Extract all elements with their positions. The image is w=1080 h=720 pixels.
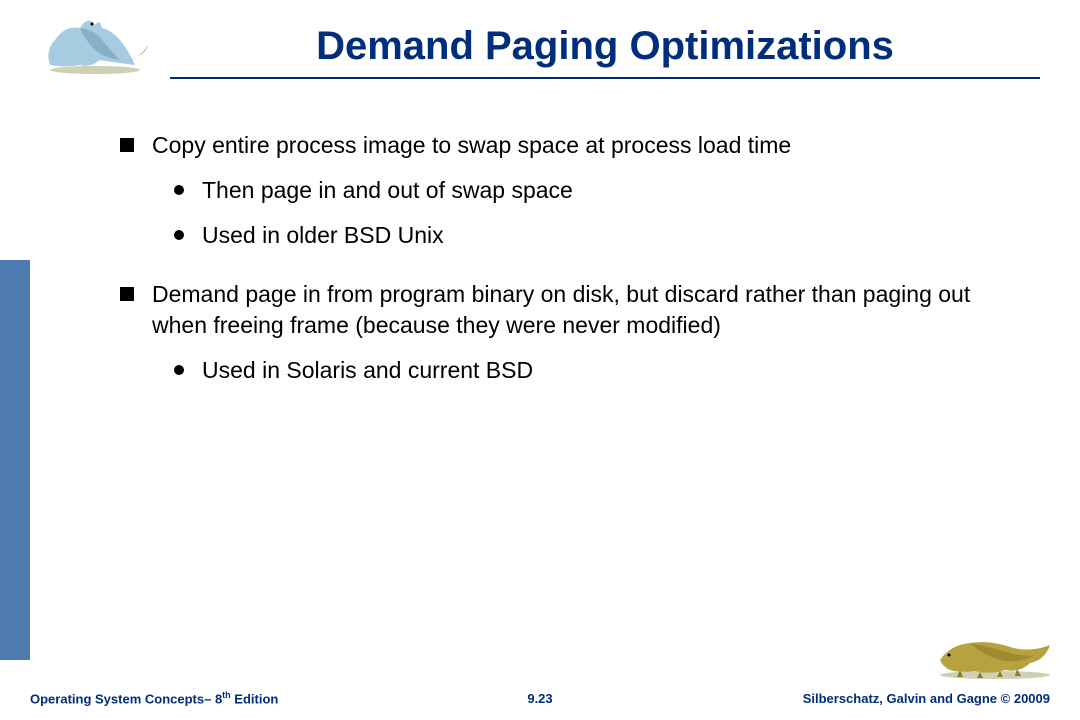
disc-bullet-icon [174,230,184,240]
disc-bullet-icon [174,365,184,375]
dinosaur-icon-top [40,10,150,75]
bullet-text: Copy entire process image to swap space … [152,130,1030,161]
bullet-text: Demand page in from program binary on di… [152,279,1030,341]
dinosaur-icon-bottom [935,625,1055,680]
footer-left: Operating System Concepts– 8th Edition [30,690,278,706]
square-bullet-icon [120,287,134,301]
page-title: Demand Paging Optimizations [170,24,1040,69]
content-block: Copy entire process image to swap space … [120,130,1030,396]
bullet-text: Used in older BSD Unix [202,220,1030,251]
sidebar-accent [0,260,30,660]
bullet-level1: Copy entire process image to swap space … [120,130,1030,161]
square-bullet-icon [120,138,134,152]
footer-center: 9.23 [527,691,552,706]
disc-bullet-icon [174,185,184,195]
title-rule [170,77,1040,79]
footer: Operating System Concepts– 8th Edition 9… [30,690,1050,706]
bullet-text: Used in Solaris and current BSD [202,355,1030,386]
bullet-level2: Used in older BSD Unix [174,220,1030,251]
footer-left-suffix: Edition [231,691,279,706]
title-block: Demand Paging Optimizations [170,24,1040,79]
footer-left-prefix: Operating System Concepts– 8 [30,691,222,706]
bullet-text: Then page in and out of swap space [202,175,1030,206]
bullet-level2: Used in Solaris and current BSD [174,355,1030,386]
footer-right: Silberschatz, Galvin and Gagne © 20009 [803,691,1050,706]
bullet-level2: Then page in and out of swap space [174,175,1030,206]
footer-left-ordinal: th [222,690,231,700]
bullet-level1: Demand page in from program binary on di… [120,279,1030,341]
